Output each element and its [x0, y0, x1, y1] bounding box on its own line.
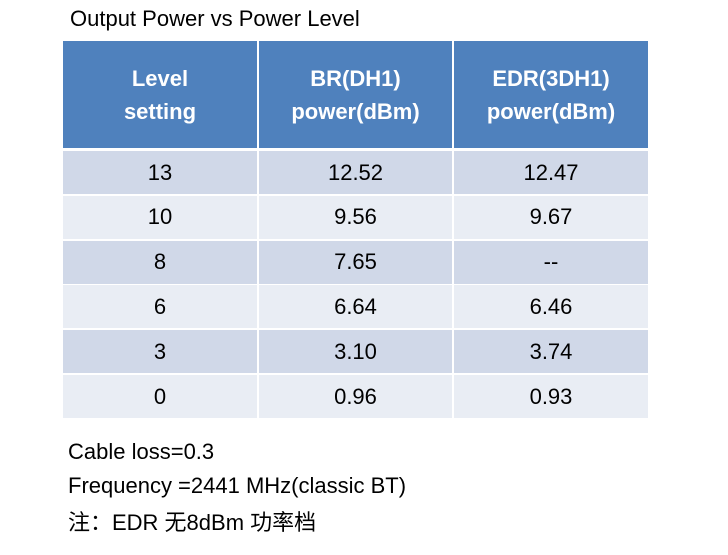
header-cell: Level setting [63, 41, 257, 148]
header-cell: BR(DH1) power(dBm) [259, 41, 452, 148]
title: Output Power vs Power Level [70, 6, 360, 31]
table-cell: 7.65 [259, 240, 452, 284]
note-line: Cable loss=0.3 [68, 439, 215, 464]
table-cell: 9.67 [454, 195, 648, 239]
table-cell: 6 [63, 285, 257, 329]
table-cell: 0 [63, 375, 257, 418]
table-cell: 9.56 [259, 195, 452, 239]
note-line: 注：EDR 无8dBm 功率档 [68, 510, 317, 535]
table-cell: 0.96 [259, 375, 452, 418]
table-cell: 8 [63, 240, 257, 284]
table-cell: 13 [63, 151, 257, 194]
table-cell: 0.93 [454, 375, 648, 418]
table-cell: 10 [63, 195, 257, 239]
note-line: Frequency =2441 MHz(classic BT) [68, 473, 407, 498]
table-cell: 3.10 [259, 330, 452, 374]
table-cell: 3.74 [454, 330, 648, 374]
table-cell: 12.47 [454, 151, 648, 194]
table-cell: 3 [63, 330, 257, 374]
header-cell: EDR(3DH1) power(dBm) [454, 41, 648, 148]
table-cell: -- [454, 240, 648, 284]
table-cell: 6.64 [259, 285, 452, 329]
table-cell: 6.46 [454, 285, 648, 329]
table-cell: 12.52 [259, 151, 452, 194]
